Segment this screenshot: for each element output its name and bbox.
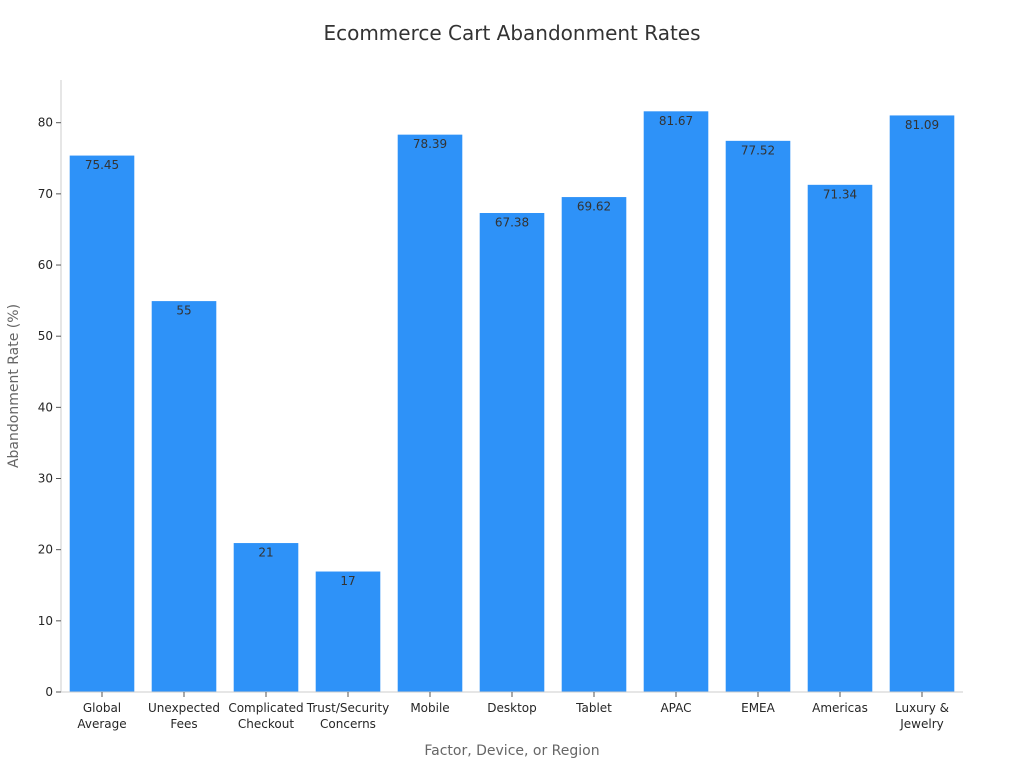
x-tick-label-7: Tablet [575,701,612,715]
value-label-7: 69.62 [577,200,611,214]
y-tick-label-10: 10 [38,614,53,628]
value-label-8: 81.67 [659,114,693,128]
x-tick-label-line: Unexpected [148,701,220,715]
y-tick-label-30: 30 [38,472,53,486]
value-label-6: 67.38 [495,216,529,230]
x-axis-ticks: Global Average Unexpected Fees Complicated Ch… [77,692,949,731]
bars-layer [68,110,956,693]
x-tick-label-line: Concerns [320,717,376,731]
x-tick-label-1: Global Average [77,701,126,731]
value-label-5: 78.39 [413,137,447,151]
y-axis-ticks: 0 10 20 30 40 50 60 70 80 [38,116,61,699]
x-tick-label-line: Complicated [228,701,303,715]
x-tick-label-line: Desktop [487,701,537,715]
x-tick-label-3: Complicated Checkout [228,701,303,731]
x-tick-label-line: Average [77,717,126,731]
x-tick-label-line: APAC [660,701,691,715]
x-tick-label-2: Unexpected Fees [148,701,220,731]
value-label-4: 17 [340,574,355,588]
value-label-3: 21 [258,546,273,560]
chart-title: Ecommerce Cart Abandonment Rates [323,21,700,45]
value-labels-layer: 75.45 55 21 17 78.39 67.38 69.62 81.67 77.52 71.3… [85,114,939,588]
x-tick-label-5: Mobile [410,701,449,715]
value-label-1: 75.45 [85,158,119,172]
bar-10 [806,183,874,693]
y-tick-label-40: 40 [38,400,53,414]
x-tick-label-line: Tablet [575,701,612,715]
value-label-10: 71.34 [823,187,857,201]
y-tick-label-0: 0 [45,685,53,699]
bar-1 [68,154,136,693]
bar-9 [724,139,792,693]
bar-11 [888,114,956,693]
x-tick-label-8: APAC [660,701,691,715]
x-tick-label-line: Fees [170,717,197,731]
x-tick-label-line: Global [83,701,121,715]
value-label-2: 55 [176,304,191,318]
value-label-9: 77.52 [741,143,775,157]
y-tick-label-50: 50 [38,329,53,343]
x-tick-label-6: Desktop [487,701,537,715]
bar-6 [478,212,546,693]
x-tick-label-line: Luxury & [895,701,949,715]
x-tick-label-line: EMEA [741,701,776,715]
x-tick-label-11: Luxury & Jewelry [895,701,949,731]
x-tick-label-line: Americas [812,701,868,715]
x-tick-label-line: Trust/Security [306,701,389,715]
x-tick-label-line: Jewelry [899,717,944,731]
value-label-11: 81.09 [905,118,939,132]
y-tick-label-70: 70 [38,187,53,201]
bar-7 [560,196,628,693]
bar-5 [396,133,464,693]
x-axis-label: Factor, Device, or Region [424,743,599,759]
x-tick-label-line: Checkout [238,717,294,731]
bar-8 [642,110,710,693]
x-tick-label-10: Americas [812,701,868,715]
bar-4 [314,570,382,693]
y-axis-label: Abandonment Rate (%) [6,304,22,468]
x-tick-label-4: Trust/Security Concerns [306,701,389,731]
y-tick-label-20: 20 [38,543,53,557]
bar-3 [232,542,300,693]
y-tick-label-80: 80 [38,116,53,130]
bar-2 [150,300,218,693]
y-tick-label-60: 60 [38,258,53,272]
x-tick-label-9: EMEA [741,701,776,715]
x-tick-label-line: Mobile [410,701,449,715]
